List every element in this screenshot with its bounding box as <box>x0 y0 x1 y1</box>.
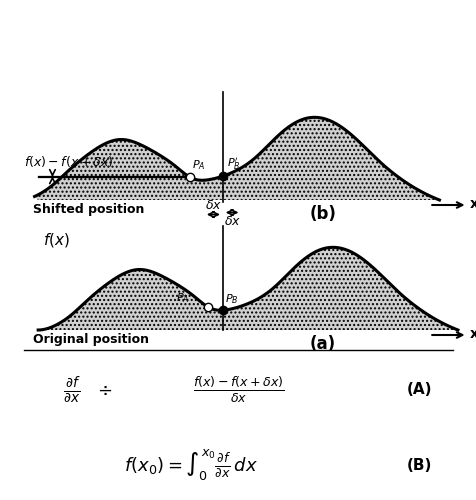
Text: $\delta x$: $\delta x$ <box>223 215 240 228</box>
Text: Original position: Original position <box>33 332 149 345</box>
Text: $f(x_0){=}\int_0^{x_0}\frac{\partial f}{\partial x}\,dx$: $f(x_0){=}\int_0^{x_0}\frac{\partial f}{… <box>124 448 257 482</box>
Polygon shape <box>34 118 438 200</box>
Text: (A): (A) <box>406 382 432 398</box>
Text: (b): (b) <box>309 205 336 223</box>
Text: $\frac{\partial f}{\partial x}$: $\frac{\partial f}{\partial x}$ <box>63 374 80 406</box>
Text: x: x <box>469 196 476 210</box>
Text: $f(x)$: $f(x)$ <box>43 231 69 249</box>
Text: (a): (a) <box>309 335 336 353</box>
Text: $f(x)-f(x+\delta x)$: $f(x)-f(x+\delta x)$ <box>24 154 113 169</box>
Text: (B): (B) <box>406 458 432 472</box>
Text: $\delta x$: $\delta x$ <box>204 199 221 212</box>
Text: $\div$: $\div$ <box>97 381 112 399</box>
Text: $P_A$: $P_A$ <box>192 158 205 172</box>
Text: $P_A$: $P_A$ <box>175 291 188 304</box>
Text: $\frac{f(x)-f(x+\delta x)}{\delta x}$: $\frac{f(x)-f(x+\delta x)}{\delta x}$ <box>192 375 284 405</box>
Text: $P_B'$: $P_B'$ <box>226 156 240 172</box>
Text: Shifted position: Shifted position <box>33 202 144 215</box>
Polygon shape <box>38 248 457 330</box>
Text: $P_B$: $P_B$ <box>225 292 238 306</box>
Text: x: x <box>469 326 476 340</box>
